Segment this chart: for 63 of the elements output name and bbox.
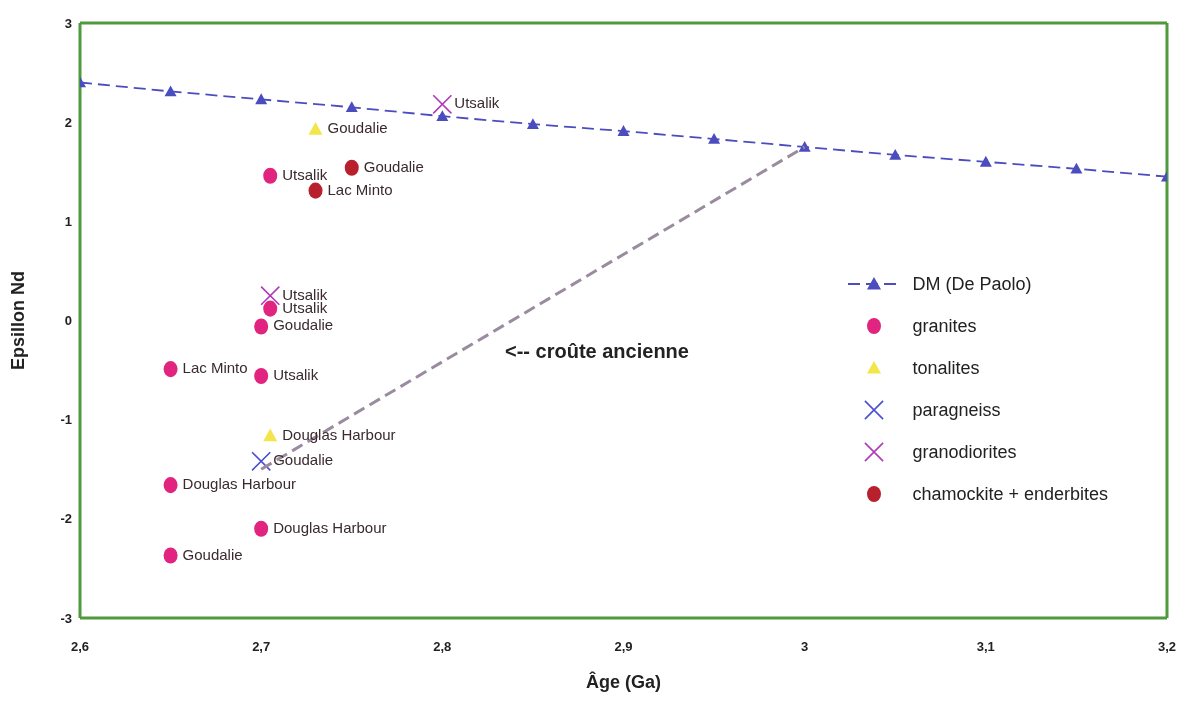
point	[163, 361, 178, 378]
point	[798, 140, 811, 152]
point	[344, 159, 359, 176]
legend-label: granites	[912, 315, 977, 337]
legend-label: paragneiss	[912, 399, 1001, 421]
annotation: Douglas Harbour	[282, 425, 396, 443]
annotation: Utsalik	[454, 94, 500, 112]
y-tick-label: 1	[64, 213, 72, 229]
x-tick-label: 2,9	[614, 639, 633, 655]
point	[436, 110, 449, 122]
legend-label: chamockite + enderbites	[912, 483, 1108, 505]
y-tick-label: 0	[64, 313, 72, 329]
point	[979, 155, 992, 167]
annotation: Douglas Harbour	[182, 475, 296, 493]
x-tick-label: 3,2	[1157, 639, 1177, 655]
annotation: <-- croûte ancienne	[505, 340, 689, 363]
legend-label: tonalites	[912, 357, 980, 379]
annotation: Goudalie	[182, 545, 243, 563]
annotation: Lac Minto	[327, 180, 393, 198]
point	[254, 318, 269, 335]
point	[708, 133, 721, 144]
point	[308, 182, 323, 199]
point	[260, 285, 281, 306]
point	[1070, 162, 1083, 174]
annotation: Goudalie	[273, 316, 334, 334]
annotation: Utsalik	[282, 165, 328, 183]
point	[255, 93, 268, 105]
annotation: Goudalie	[273, 451, 334, 469]
annotation: Utsalik	[282, 285, 328, 303]
point	[345, 101, 358, 113]
point	[263, 428, 278, 442]
y-tick-label: -2	[60, 511, 72, 527]
point	[251, 451, 272, 472]
annotation: Douglas Harbour	[273, 518, 387, 536]
x-tick-label: 3	[801, 639, 809, 655]
annotation: Lac Minto	[182, 359, 248, 377]
x-tick-label: 2,6	[70, 639, 90, 655]
y-tick-label: -1	[60, 412, 72, 428]
annotation: Goudalie	[327, 119, 388, 137]
x-tick-label: 3,1	[976, 639, 995, 655]
point	[254, 367, 269, 385]
legend-label: granodiorites	[912, 441, 1017, 463]
point	[163, 547, 178, 564]
y-tick-label: -3	[60, 610, 72, 626]
x-axis-title: Âge (Ga)	[585, 671, 662, 692]
annotation: Utsalik	[273, 366, 319, 384]
point	[617, 125, 630, 136]
y-axis-title: Epsillon Nd	[8, 271, 29, 370]
point	[889, 148, 902, 160]
point	[432, 94, 453, 115]
y-tick-label: 2	[64, 114, 72, 130]
x-tick-label: 2,8	[433, 639, 452, 655]
annotation: Goudalie	[363, 157, 424, 175]
point	[263, 300, 278, 317]
point	[526, 118, 539, 129]
point	[254, 520, 269, 537]
legend-label: DM (De Paolo)	[912, 273, 1032, 295]
point	[263, 167, 278, 184]
point	[308, 122, 323, 135]
point	[164, 85, 177, 97]
point	[163, 477, 178, 494]
x-tick-label: 2,7	[252, 639, 271, 655]
y-tick-label: 3	[64, 15, 72, 31]
